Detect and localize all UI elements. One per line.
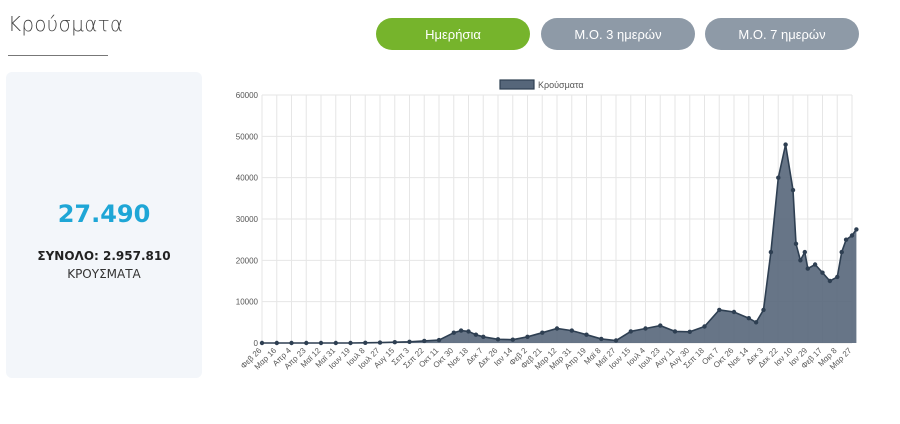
data-point (731, 309, 737, 315)
data-point (540, 330, 545, 335)
series-area (262, 144, 857, 343)
y-tick-label: 0 (254, 339, 259, 348)
data-point (333, 340, 338, 346)
data-point (717, 307, 722, 313)
data-point (525, 334, 530, 339)
data-point (407, 339, 412, 344)
data-point (481, 334, 486, 339)
data-point (510, 337, 515, 342)
data-point (613, 338, 619, 343)
data-point (805, 266, 810, 271)
data-point (451, 330, 456, 335)
series-line (262, 144, 858, 344)
y-tick-label: 50000 (236, 132, 259, 141)
y-tick-label: 60000 (236, 91, 259, 100)
data-point (599, 336, 604, 342)
data-point (628, 329, 633, 334)
data-point (843, 237, 849, 242)
chart-series (259, 142, 859, 346)
y-tick-label: 40000 (236, 174, 259, 183)
page-title: Κρούσματα (8, 12, 124, 36)
legend-swatch (499, 79, 535, 90)
data-point (289, 340, 294, 346)
data-point (802, 249, 807, 255)
data-point (812, 262, 818, 267)
data-point (584, 332, 589, 337)
data-point (702, 324, 707, 329)
data-point (363, 340, 368, 345)
data-point (839, 249, 844, 255)
data-point (835, 274, 840, 280)
data-point (746, 316, 751, 321)
data-point (436, 337, 442, 343)
data-point (422, 338, 427, 344)
data-point (495, 337, 501, 342)
data-point (643, 326, 648, 331)
data-point (783, 142, 788, 147)
total-cases-caption: ΚΡΟΥΣΜΑΤΑ (67, 267, 141, 281)
data-point (458, 328, 464, 333)
data-point (658, 323, 663, 328)
data-point (318, 340, 324, 346)
data-point (687, 329, 692, 334)
data-point (466, 329, 471, 334)
data-point (768, 249, 774, 255)
avg-7-days-toggle-button[interactable]: Μ.Ο. 7 ημερών (705, 18, 859, 50)
y-tick-label: 30000 (236, 215, 259, 224)
data-point (793, 241, 799, 246)
data-point (274, 340, 279, 346)
data-point (473, 332, 479, 337)
data-point (790, 187, 796, 193)
data-point (776, 175, 781, 180)
y-tick-label: 20000 (236, 256, 259, 265)
latest-cases-value: 27.490 (57, 200, 151, 228)
avg-3-days-toggle-button[interactable]: Μ.Ο. 3 ημερών (541, 18, 695, 50)
data-point (569, 328, 574, 333)
data-point (854, 227, 859, 232)
data-point (827, 278, 833, 284)
data-point (392, 340, 397, 345)
summary-card: 27.490 ΣΥΝΟΛΟ: 2.957.810 ΚΡΟΥΣΜΑΤΑ (6, 72, 202, 378)
data-point (753, 320, 759, 325)
data-point (348, 340, 353, 346)
data-point (259, 340, 265, 346)
data-point (849, 233, 855, 238)
data-point (761, 307, 766, 313)
total-cases-label: ΣΥΝΟΛΟ: 2.957.810 (37, 249, 171, 263)
data-point (820, 270, 825, 275)
data-point (798, 258, 803, 263)
title-underline (8, 55, 108, 56)
legend-label: Κρούσματα (538, 80, 584, 90)
data-point (304, 340, 309, 346)
y-tick-label: 10000 (236, 298, 259, 307)
daily-toggle-button[interactable]: Ημερήσια (376, 18, 530, 50)
data-point (672, 329, 678, 334)
data-point (554, 326, 560, 331)
data-point (377, 340, 383, 345)
chart-legend: Κρούσματα (499, 79, 584, 90)
